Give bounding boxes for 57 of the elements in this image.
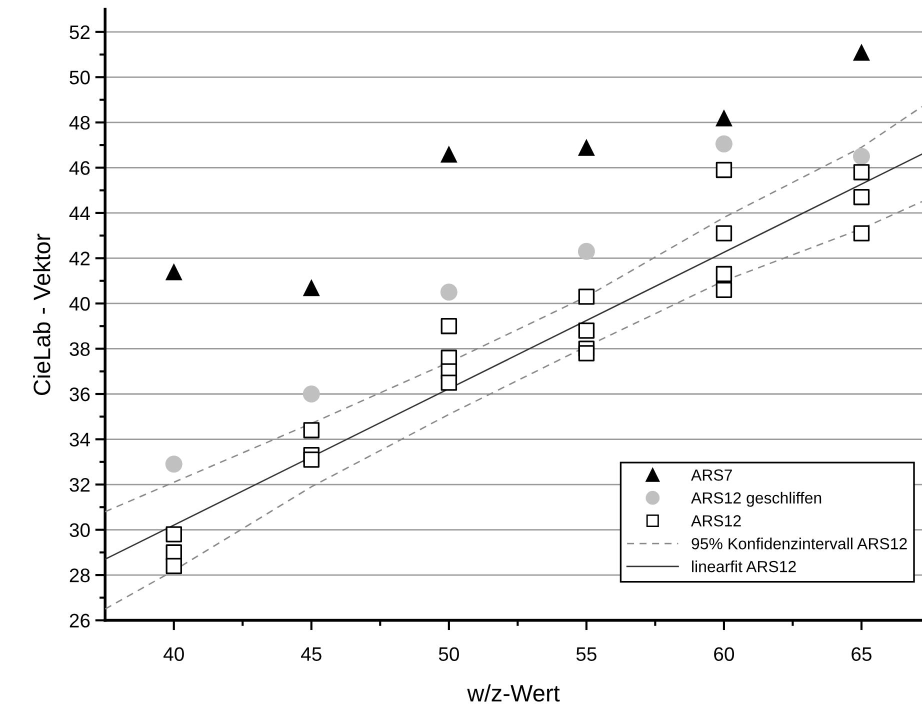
y-tick-label: 42 — [69, 252, 90, 266]
point — [440, 318, 458, 334]
legend-label: ARS12 — [691, 515, 741, 526]
point — [440, 146, 458, 163]
point — [716, 266, 732, 282]
legend-label: ARS7 — [691, 469, 732, 481]
x-tick-label: 55 — [576, 647, 596, 661]
y-tick-label: 48 — [69, 116, 90, 130]
y-tick-label: 36 — [70, 387, 90, 402]
x-tick-label: 40 — [164, 647, 184, 661]
point — [166, 558, 182, 574]
x-tick-label: 65 — [852, 647, 872, 661]
line-series — [105, 106, 922, 512]
point — [853, 225, 870, 242]
line-series — [105, 200, 922, 610]
legend-label: 95% Konfidenzintervall ARS12 — [692, 538, 907, 550]
x-tick-label: 50 — [438, 647, 459, 661]
point — [716, 162, 732, 178]
point — [165, 456, 182, 473]
y-tick-label: 30 — [70, 523, 90, 538]
y-tick-label: 40 — [69, 296, 90, 311]
x-tick-label: 60 — [714, 647, 734, 661]
y-tick-label: 52 — [70, 25, 90, 40]
point — [715, 109, 732, 126]
y-tick-label: 32 — [70, 478, 90, 492]
legend-label: linearfit ARS12 — [692, 560, 796, 572]
point — [716, 282, 732, 298]
point — [852, 148, 870, 165]
point — [302, 385, 320, 403]
y-tick-label: 28 — [70, 568, 90, 582]
point — [440, 284, 458, 301]
y-tick-label: 50 — [70, 70, 90, 84]
y-tick-label: 26 — [70, 614, 90, 628]
legend-label: ARS12 geschliffen — [691, 492, 822, 507]
y-axis-title: CieLab - Vektor — [33, 234, 50, 395]
y-tick-label: 46 — [69, 161, 90, 175]
point — [578, 288, 595, 305]
y-tick-label: 38 — [70, 342, 90, 356]
point — [440, 374, 458, 391]
point — [578, 322, 595, 339]
point — [716, 225, 732, 242]
point — [166, 526, 182, 542]
y-tick-label: 34 — [70, 432, 90, 446]
point — [853, 164, 870, 180]
y-tick-label: 44 — [69, 206, 90, 220]
point — [303, 452, 320, 468]
point — [853, 188, 870, 206]
x-tick-label: 45 — [301, 647, 322, 661]
point — [578, 138, 595, 156]
point — [165, 263, 182, 280]
point — [578, 345, 595, 362]
point — [302, 279, 320, 296]
point — [578, 242, 595, 260]
point — [303, 422, 320, 438]
point — [715, 135, 732, 152]
x-axis-title: w/z-Wert — [467, 684, 560, 702]
point — [852, 44, 870, 61]
